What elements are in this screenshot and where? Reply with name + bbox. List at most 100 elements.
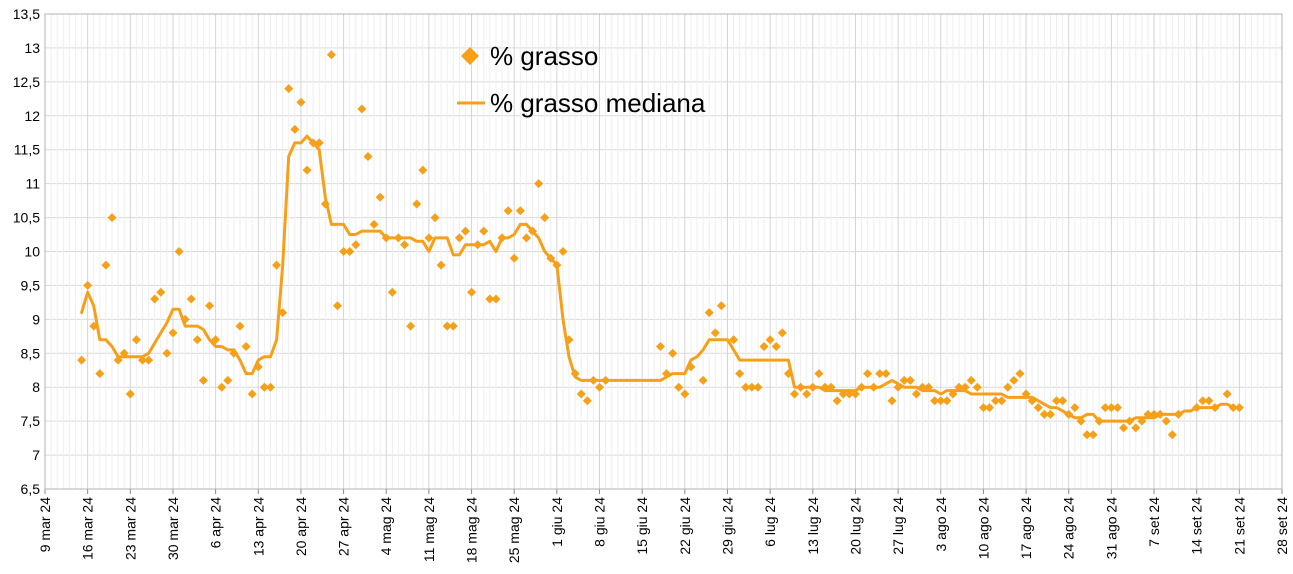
data-point	[137, 355, 147, 365]
data-point	[972, 382, 982, 392]
data-point	[1228, 403, 1238, 413]
data-point	[832, 396, 842, 406]
data-point	[905, 375, 915, 385]
data-point	[515, 206, 525, 216]
data-point	[1198, 396, 1208, 406]
data-point	[509, 253, 519, 263]
data-point	[460, 226, 470, 236]
data-point	[1112, 403, 1122, 413]
mediana-line	[80, 134, 1241, 423]
data-point	[576, 389, 586, 399]
data-point	[1222, 389, 1232, 399]
data-point	[351, 240, 361, 250]
data-point	[290, 124, 300, 134]
data-point	[771, 342, 781, 351]
data-point	[997, 396, 1007, 406]
data-point	[101, 260, 111, 270]
data-point	[936, 396, 946, 406]
y-tick-label: 10,5	[13, 210, 40, 226]
data-point	[235, 321, 245, 331]
data-point	[272, 260, 282, 270]
data-point	[1192, 403, 1202, 413]
data-point	[418, 165, 428, 175]
data-point	[985, 403, 995, 413]
data-point	[186, 294, 196, 304]
x-tick-label: 20 lug 24	[847, 497, 863, 555]
data-point	[802, 389, 812, 399]
y-tick-label: 11,5	[14, 142, 40, 158]
data-point	[601, 375, 611, 385]
data-point	[655, 342, 665, 351]
x-tick-label: 13 lug 24	[805, 497, 821, 555]
legend: % grasso % grasso mediana	[457, 41, 706, 118]
data-point	[406, 321, 416, 331]
data-point	[375, 192, 385, 202]
data-point	[899, 375, 909, 385]
data-point	[1027, 396, 1037, 406]
data-point	[1137, 416, 1147, 426]
data-point	[314, 138, 324, 148]
x-tick-label: 25 mag 24	[506, 497, 522, 563]
data-point	[820, 382, 830, 392]
data-point	[1003, 382, 1013, 392]
data-point	[205, 301, 215, 311]
x-tick-label: 7 set 24	[1146, 497, 1162, 547]
x-tick-label: 13 apr 24	[250, 497, 266, 556]
data-point	[552, 260, 562, 270]
x-tick-label: 27 apr 24	[336, 497, 352, 556]
data-point	[924, 382, 934, 392]
data-point	[497, 233, 507, 243]
data-point	[77, 355, 87, 365]
x-tick-label: 6 lug 24	[762, 497, 778, 547]
data-point	[308, 138, 318, 148]
data-point	[424, 233, 434, 243]
data-point	[954, 382, 964, 392]
data-point	[241, 342, 251, 351]
y-tick-label: 13	[24, 40, 40, 56]
data-point	[893, 382, 903, 392]
data-point	[503, 206, 513, 216]
y-tick-label: 13,5	[13, 6, 40, 22]
series-mediana	[80, 134, 1241, 423]
data-point	[357, 104, 367, 114]
data-point	[393, 233, 403, 243]
data-point	[436, 260, 446, 270]
data-point	[400, 240, 410, 250]
data-point	[381, 233, 391, 243]
y-tick-label: 8,5	[21, 345, 41, 361]
data-point	[83, 280, 93, 290]
x-tick-label: 11 mag 24	[421, 497, 437, 562]
data-point	[686, 362, 696, 372]
plot-frame	[44, 13, 1283, 490]
data-point	[144, 355, 154, 365]
data-point	[113, 355, 123, 365]
data-point	[844, 389, 854, 399]
axes	[44, 13, 1283, 494]
data-point	[978, 403, 988, 413]
data-point	[527, 226, 537, 236]
data-point	[467, 287, 477, 297]
data-point	[1119, 423, 1129, 433]
x-tick-label: 8 giu 24	[592, 497, 608, 547]
data-point	[808, 382, 818, 392]
y-tick-label: 6,5	[21, 481, 41, 497]
data-point	[790, 389, 800, 399]
data-point	[454, 233, 464, 243]
data-point	[960, 382, 970, 392]
y-tick-label: 10	[24, 244, 40, 260]
data-point	[1076, 416, 1086, 426]
data-point	[534, 179, 544, 189]
data-point	[753, 382, 763, 392]
x-tick-label: 18 mag 24	[464, 497, 480, 563]
x-tick-label: 15 giu 24	[634, 497, 650, 555]
data-point	[442, 321, 452, 331]
data-point	[826, 382, 836, 392]
data-point	[296, 97, 306, 107]
data-point	[1021, 389, 1031, 399]
data-point	[1045, 409, 1055, 419]
x-tick-label: 28 set 24	[1274, 497, 1290, 555]
data-point	[174, 247, 184, 256]
data-point	[948, 389, 958, 399]
data-point	[369, 219, 379, 229]
y-tick-label: 8	[32, 379, 40, 395]
